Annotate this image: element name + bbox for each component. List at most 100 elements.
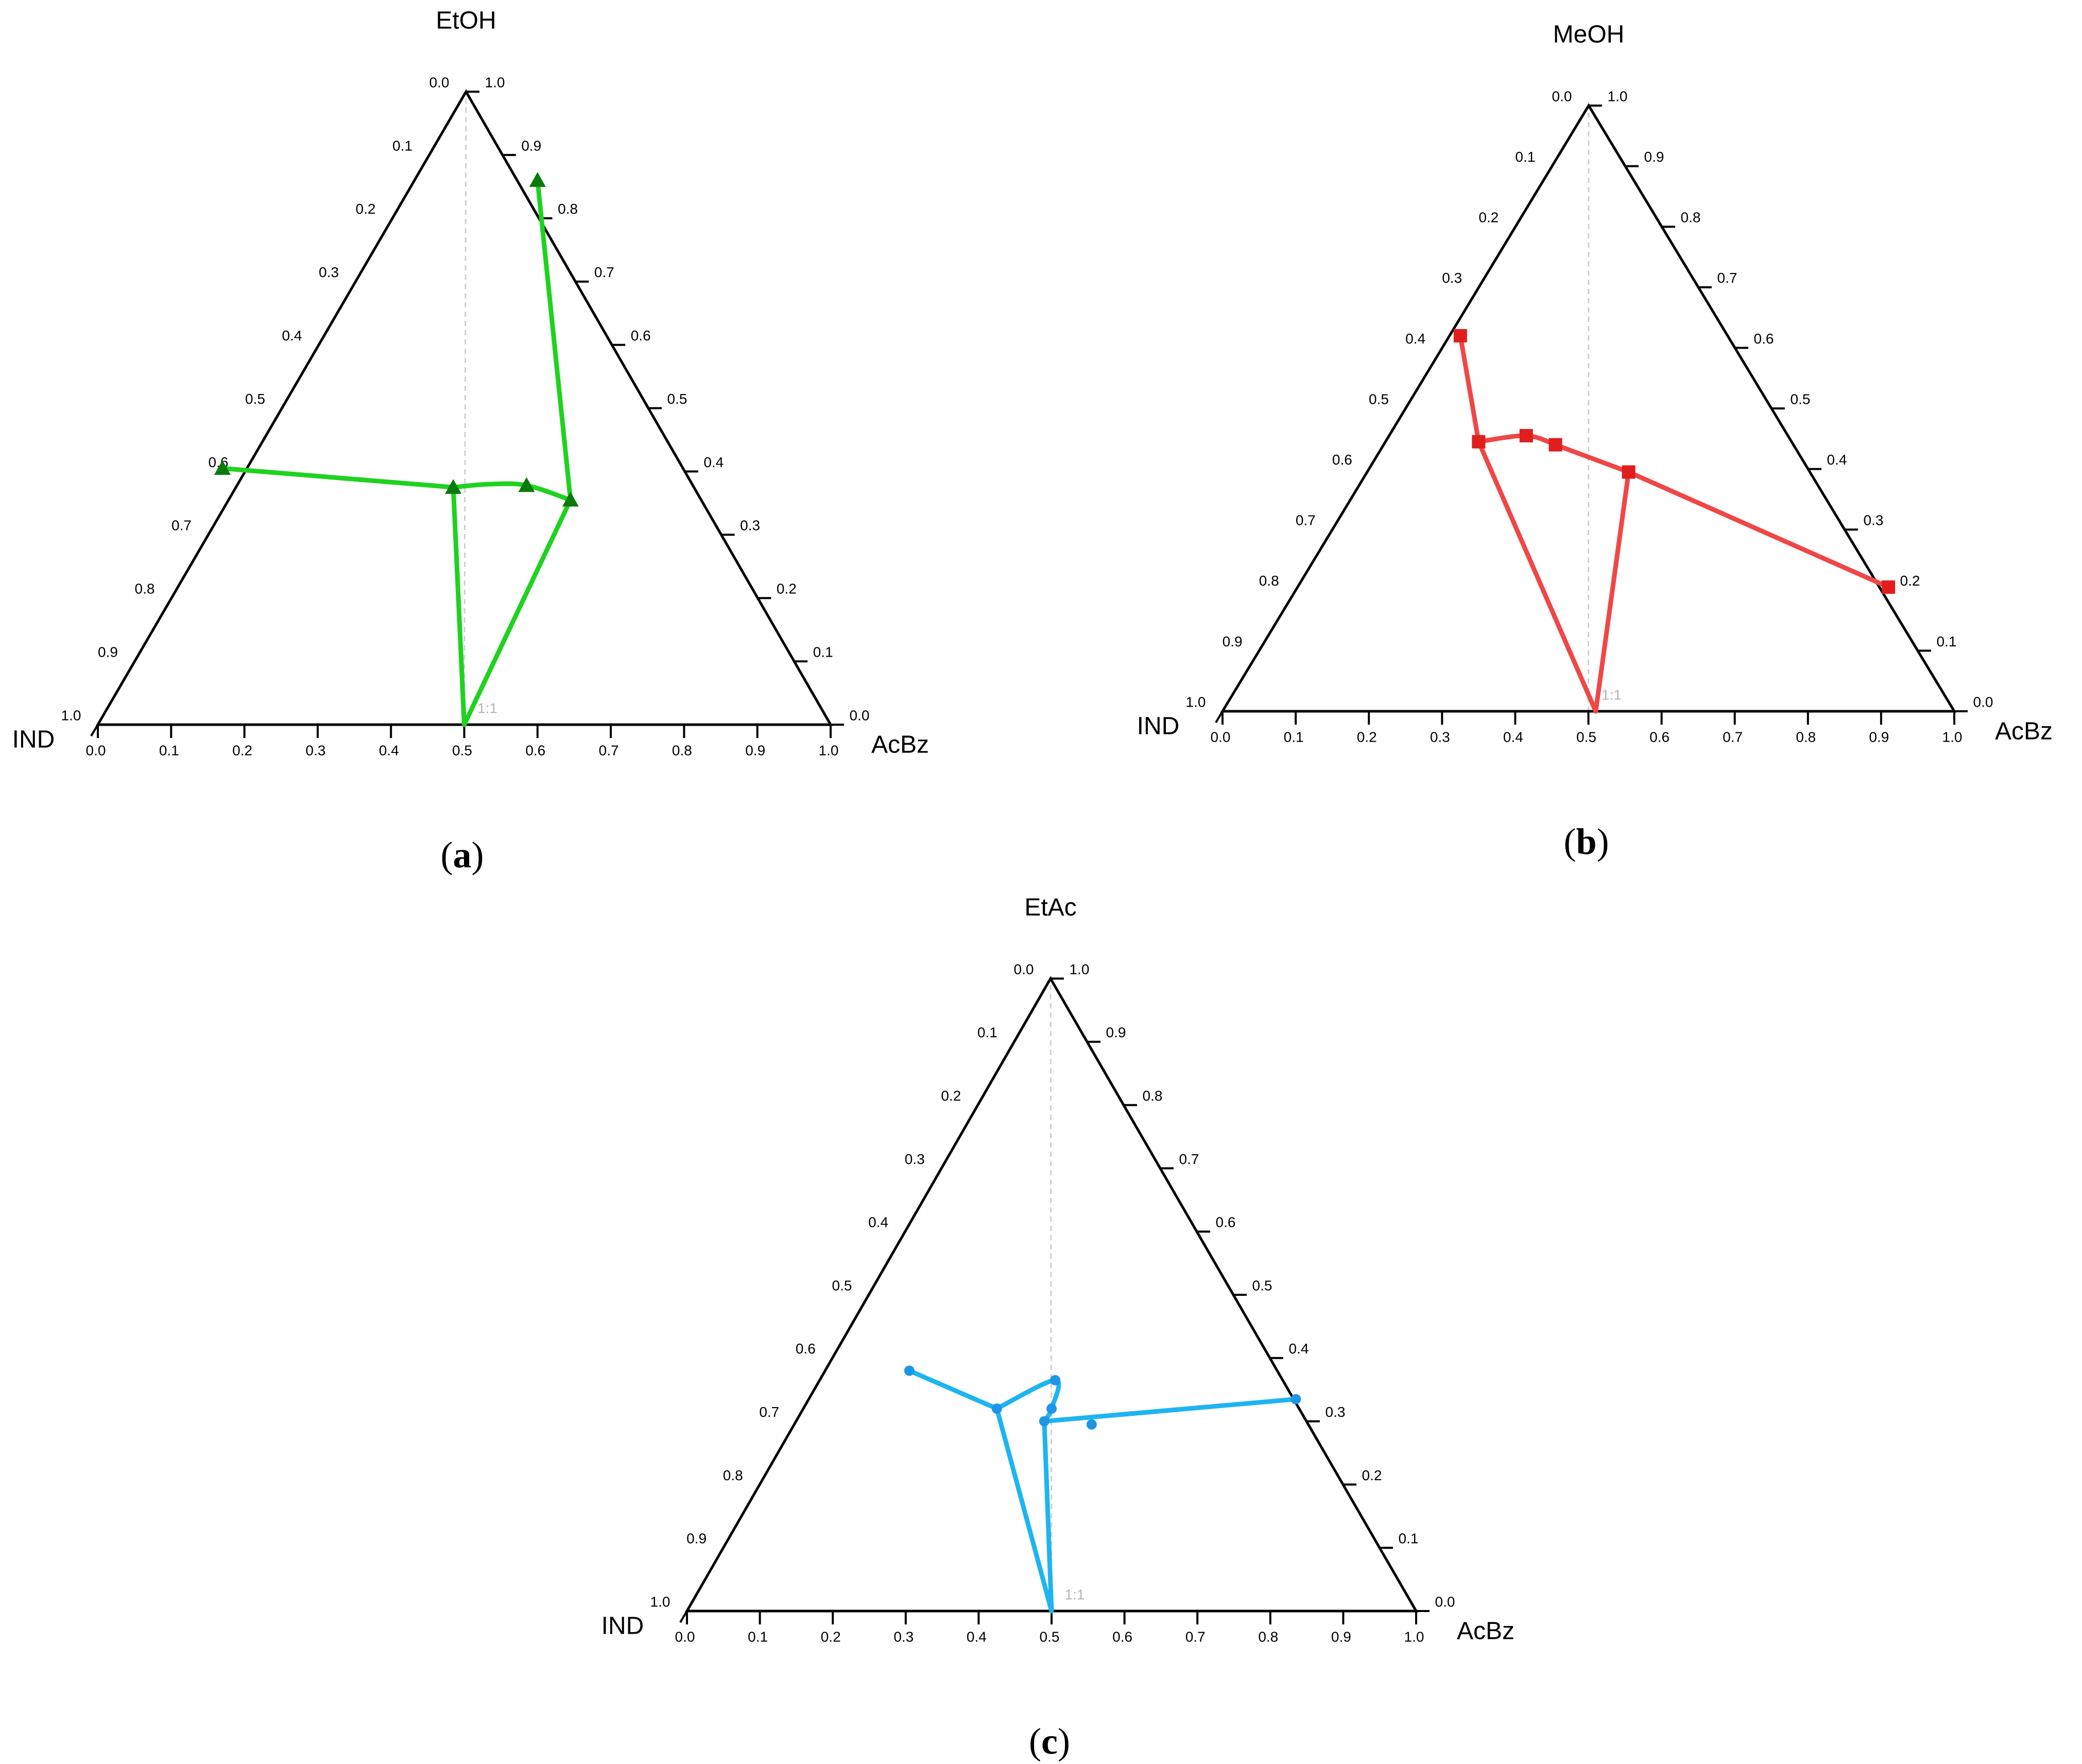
- right-tick-label: 0.6: [1754, 331, 1774, 347]
- bottom-tick-label: 0.3: [305, 742, 325, 758]
- bottom-tick-label: 0.7: [1185, 1629, 1206, 1645]
- bottom-tick-label: 1.0: [1404, 1629, 1424, 1645]
- right-tick-label: 0.5: [1791, 391, 1811, 407]
- right-tick-label: 0.6: [631, 328, 651, 344]
- data-point: [518, 477, 535, 492]
- bottom-tick-label: 0.5: [452, 742, 472, 758]
- left-axis-tick: [1398, 407, 1407, 421]
- right-vertex-label: AcBz: [871, 731, 929, 759]
- right-tick-label: 0.9: [521, 138, 541, 153]
- panel-letter: c: [1041, 1721, 1058, 1762]
- bottom-tick-label: 0.4: [967, 1629, 987, 1645]
- top-vertex-label: MeOH: [1553, 21, 1625, 48]
- left-tick-label: 1.0: [61, 707, 81, 723]
- left-axis-tick: [127, 661, 136, 674]
- left-axis-tick: [1288, 589, 1297, 602]
- left-axis-tick: [421, 154, 431, 167]
- left-tick-label: 0.7: [1296, 512, 1316, 528]
- left-axis-tick: [1471, 286, 1480, 299]
- bottom-tick-label: 0.8: [672, 742, 692, 758]
- left-axis-tick: [348, 281, 357, 294]
- right-tick-label: 0.8: [1681, 210, 1701, 226]
- right-tick-label: 0.2: [1362, 1467, 1382, 1483]
- data-point: [904, 1365, 915, 1376]
- left-tick-label: 0.7: [759, 1404, 779, 1420]
- right-tick-label: 0.5: [1252, 1277, 1272, 1293]
- ternary-panel-a: 0.0 0.0 1.0 0.1 0.1 0.9 0.2 0.2 0.8 0.3 0.3 0.7 0.4 0…: [12, 7, 929, 876]
- bottom-tick-label: 0.8: [1258, 1629, 1278, 1645]
- left-tick-label: 0.0: [1552, 88, 1572, 104]
- left-axis-tick: [1324, 529, 1334, 542]
- data-point: [1519, 429, 1533, 442]
- ternary-panel-b: 0.0 0.0 1.0 0.1 0.1 0.9 0.2 0.2 0.8 0.3 0.3 0.7 0.4 0…: [1137, 21, 2053, 862]
- bottom-tick-label: 0.2: [1357, 729, 1377, 745]
- bottom-tick-label: 0.7: [1723, 729, 1743, 745]
- right-tick-label: 0.2: [1900, 573, 1920, 589]
- bottom-tick-label: 0.2: [821, 1629, 841, 1645]
- left-tick-label: 0.7: [171, 518, 192, 534]
- left-axis-tick: [788, 1420, 797, 1433]
- data-point: [214, 460, 231, 475]
- left-vertex-label: IND: [601, 1613, 644, 1640]
- bottom-tick-label: 0.5: [1040, 1629, 1060, 1645]
- top-vertex-label: EtAc: [1024, 894, 1076, 921]
- bottom-tick-label: 0.9: [1869, 729, 1889, 745]
- right-tick-label: 0.3: [740, 518, 760, 534]
- bottom-tick-label: 0.9: [745, 742, 765, 758]
- right-tick-label: 0.4: [1289, 1341, 1309, 1357]
- panel-label: (a): [441, 834, 484, 876]
- ratio-reference-line: [1049, 978, 1053, 1612]
- right-tick-label: 0.7: [1717, 270, 1737, 286]
- left-tick-label: 0.6: [796, 1341, 816, 1357]
- right-tick-label: 0.7: [1179, 1151, 1199, 1167]
- left-tick-label: 0.1: [1515, 149, 1535, 165]
- left-axis-tick: [679, 1610, 688, 1623]
- left-tick-label: 0.8: [135, 581, 155, 597]
- data-point: [1291, 1394, 1301, 1405]
- right-tick-label: 0.7: [594, 264, 614, 280]
- data-point: [1050, 1375, 1061, 1385]
- series-line-3: [535, 178, 573, 503]
- right-tick-label: 0.9: [1644, 149, 1664, 165]
- bottom-tick-label: 0.6: [1112, 1629, 1132, 1645]
- data-point: [1882, 580, 1896, 594]
- bottom-tick-label: 0.5: [1576, 729, 1596, 745]
- left-tick-label: 0.9: [686, 1531, 707, 1547]
- left-tick-label: 0.1: [392, 138, 412, 153]
- left-axis-tick: [385, 217, 393, 230]
- left-axis-tick: [1508, 226, 1517, 239]
- left-axis-tick: [1215, 710, 1224, 724]
- left-tick-label: 0.0: [429, 74, 450, 90]
- right-tick-label: 0.1: [1937, 633, 1957, 649]
- right-tick-label: 0.0: [1435, 1594, 1455, 1609]
- data-point: [1472, 435, 1486, 449]
- left-axis-tick: [1043, 978, 1052, 991]
- series-line-0: [1476, 439, 1598, 714]
- left-axis-tick: [1544, 165, 1553, 178]
- bottom-tick-label: 0.6: [1649, 729, 1670, 745]
- right-vertex-label: AcBz: [1995, 718, 2053, 745]
- left-tick-label: 0.3: [905, 1151, 925, 1167]
- series-line-1: [1458, 333, 1481, 444]
- left-axis-tick: [1434, 347, 1443, 360]
- bottom-tick-label: 0.8: [1796, 729, 1816, 745]
- data-point: [1453, 329, 1467, 342]
- right-vertex-label: AcBz: [1457, 1618, 1515, 1645]
- series-line-4: [1593, 469, 1631, 714]
- right-tick-label: 0.1: [1399, 1531, 1419, 1547]
- left-axis-tick: [897, 1231, 906, 1244]
- left-axis-tick: [1251, 650, 1260, 663]
- left-axis-tick: [861, 1294, 870, 1307]
- ratio-label: 1:1: [477, 700, 497, 716]
- top-vertex-label: EtOH: [436, 7, 496, 35]
- bottom-tick-label: 0.4: [379, 742, 399, 758]
- ratio-label: 1:1: [1602, 687, 1622, 703]
- panel-letter: a: [453, 834, 472, 876]
- data-point: [529, 172, 546, 187]
- right-tick-label: 0.8: [1143, 1088, 1163, 1104]
- left-axis-tick: [1581, 105, 1590, 118]
- left-tick-label: 0.4: [1405, 331, 1425, 347]
- left-tick-label: 0.2: [1478, 210, 1499, 226]
